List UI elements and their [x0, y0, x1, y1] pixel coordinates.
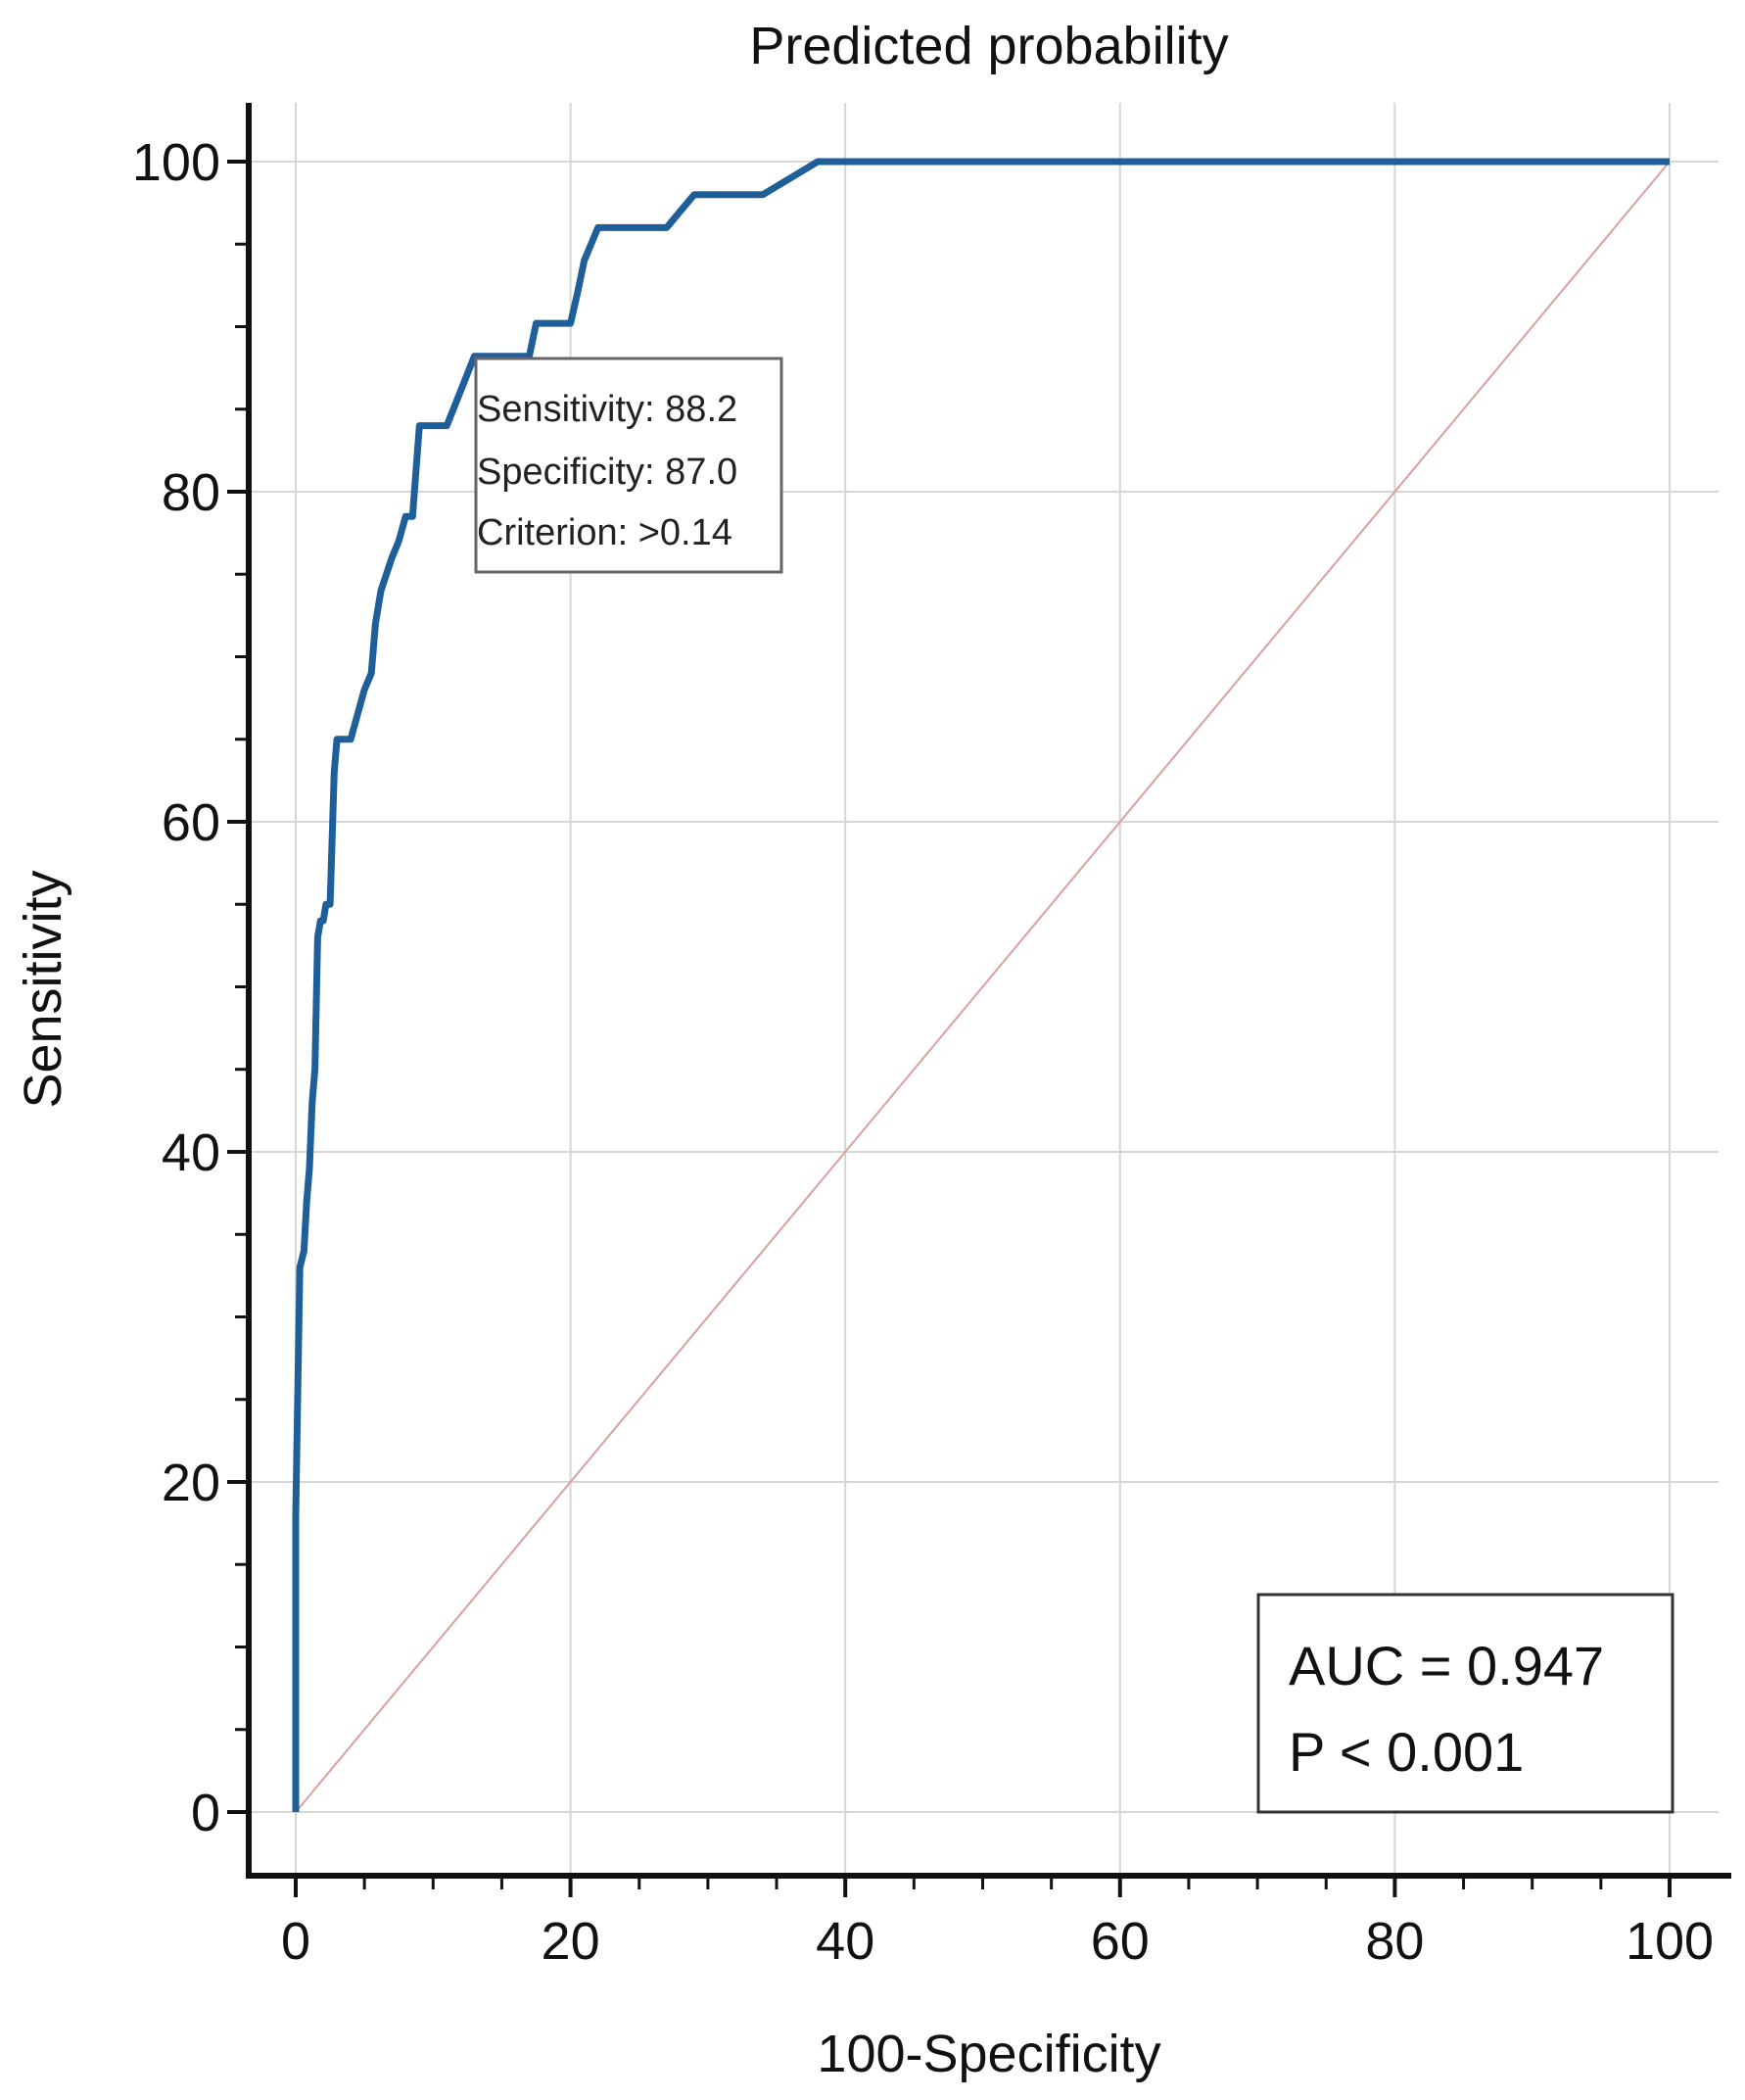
auc-value-text: AUC = 0.947: [1289, 1635, 1604, 1696]
y-tick-label-20: 20: [162, 1454, 220, 1512]
y-tick-label-0: 0: [191, 1784, 220, 1842]
criterion-specificity-text: Specificity: 87.0: [477, 452, 737, 493]
roc-curve-line: [292, 158, 1670, 1812]
y-axis-label: Sensitivity: [14, 870, 72, 1108]
x-tick-label-0: 0: [281, 1912, 310, 1971]
chart-title: Predicted probability: [749, 17, 1228, 75]
y-axis-ticks: 0 20 40 60 80 100: [132, 133, 249, 1842]
auc-box-frame: [1256, 1593, 1674, 1814]
criterion-sensitivity-text: Sensitivity: 88.2: [477, 389, 737, 430]
x-tick-label-100: 100: [1626, 1912, 1714, 1971]
x-axis-ticks: 0 20 40 60 80 100: [281, 1876, 1714, 1971]
y-tick-label-80: 80: [162, 463, 220, 522]
criterion-box-frame: [474, 357, 783, 574]
y-tick-label-40: 40: [162, 1123, 220, 1182]
x-axis-label: 100-Specificity: [817, 2025, 1160, 2083]
reference-diagonal-line: [295, 161, 1671, 1813]
criterion-annotation-box: Sensitivity: 88.2 Specificity: 87.0 Crit…: [474, 357, 783, 574]
y-tick-label-60: 60: [162, 793, 220, 852]
x-tick-label-80: 80: [1365, 1912, 1424, 1971]
x-tick-label-40: 40: [816, 1912, 874, 1971]
x-tick-label-60: 60: [1091, 1912, 1150, 1971]
y-tick-label-100: 100: [132, 133, 220, 192]
x-tick-label-20: 20: [542, 1912, 600, 1971]
criterion-threshold-text: Criterion: >0.14: [477, 512, 732, 553]
auc-annotation-box: AUC = 0.947 P < 0.001: [1256, 1593, 1674, 1814]
p-value-text: P < 0.001: [1289, 1721, 1524, 1783]
